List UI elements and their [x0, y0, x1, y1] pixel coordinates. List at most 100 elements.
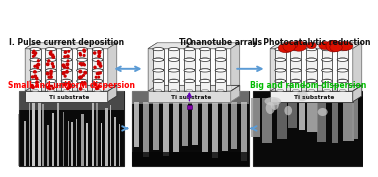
Bar — [63, 112, 64, 166]
Ellipse shape — [153, 69, 164, 72]
Ellipse shape — [45, 69, 56, 72]
Ellipse shape — [92, 47, 103, 51]
Circle shape — [96, 73, 98, 75]
Ellipse shape — [77, 69, 87, 72]
Circle shape — [34, 75, 36, 78]
Ellipse shape — [45, 58, 56, 61]
Ellipse shape — [63, 90, 70, 92]
Circle shape — [50, 51, 52, 53]
Circle shape — [33, 50, 35, 52]
Bar — [215, 49, 226, 59]
Polygon shape — [270, 43, 362, 48]
Ellipse shape — [339, 58, 346, 60]
Ellipse shape — [184, 69, 195, 72]
Ellipse shape — [170, 68, 177, 70]
Bar — [212, 102, 218, 158]
Bar — [288, 98, 297, 128]
Circle shape — [50, 70, 52, 73]
Bar — [200, 70, 211, 80]
Circle shape — [65, 51, 67, 53]
Circle shape — [98, 52, 101, 54]
Circle shape — [52, 65, 54, 67]
Bar — [306, 60, 317, 69]
Ellipse shape — [94, 58, 101, 60]
Circle shape — [81, 82, 83, 84]
Ellipse shape — [296, 91, 308, 101]
Ellipse shape — [168, 47, 179, 51]
Bar — [30, 60, 41, 69]
Bar — [105, 108, 108, 166]
Circle shape — [32, 52, 34, 53]
Circle shape — [83, 49, 85, 51]
Ellipse shape — [278, 44, 293, 53]
Circle shape — [37, 67, 39, 69]
Bar — [332, 98, 338, 143]
Bar — [42, 104, 44, 166]
Bar — [153, 49, 164, 59]
Ellipse shape — [79, 68, 85, 70]
Ellipse shape — [153, 47, 164, 51]
Bar — [143, 102, 149, 157]
Bar — [168, 60, 179, 69]
Bar — [168, 81, 179, 91]
Bar — [119, 124, 121, 166]
Polygon shape — [148, 91, 231, 102]
Circle shape — [94, 66, 96, 68]
Polygon shape — [231, 43, 240, 91]
Ellipse shape — [30, 69, 41, 72]
Ellipse shape — [277, 90, 284, 92]
Ellipse shape — [186, 68, 193, 70]
Bar — [290, 49, 301, 59]
Bar — [153, 70, 164, 80]
Ellipse shape — [217, 68, 224, 70]
Ellipse shape — [265, 97, 281, 105]
Circle shape — [96, 87, 99, 89]
Circle shape — [67, 67, 68, 69]
Ellipse shape — [306, 69, 317, 72]
Bar — [337, 70, 348, 80]
Ellipse shape — [77, 79, 87, 83]
Bar — [115, 117, 116, 166]
Circle shape — [36, 85, 38, 87]
Text: Ti substrate: Ti substrate — [48, 95, 89, 99]
Circle shape — [98, 63, 100, 65]
Ellipse shape — [201, 90, 209, 92]
Ellipse shape — [155, 58, 162, 60]
Polygon shape — [25, 85, 117, 91]
Ellipse shape — [45, 47, 56, 51]
Ellipse shape — [277, 68, 284, 70]
Ellipse shape — [92, 79, 103, 83]
Circle shape — [98, 51, 100, 53]
Ellipse shape — [324, 79, 330, 81]
Text: Big and random dispersion: Big and random dispersion — [249, 81, 366, 90]
Circle shape — [80, 54, 81, 56]
Circle shape — [64, 52, 66, 53]
Ellipse shape — [61, 58, 72, 61]
Bar — [132, 153, 249, 166]
Bar — [322, 60, 333, 69]
Bar — [307, 98, 318, 132]
Circle shape — [62, 72, 64, 74]
Ellipse shape — [290, 69, 301, 72]
Bar — [318, 98, 326, 142]
Ellipse shape — [47, 90, 54, 92]
Circle shape — [34, 71, 36, 73]
Bar — [231, 102, 237, 149]
Bar — [275, 70, 286, 80]
Ellipse shape — [277, 79, 284, 81]
Bar — [101, 123, 102, 166]
Bar — [45, 60, 56, 69]
Ellipse shape — [47, 79, 54, 81]
Circle shape — [79, 76, 81, 79]
Circle shape — [67, 87, 69, 90]
Ellipse shape — [330, 43, 342, 52]
Bar — [215, 60, 226, 69]
Polygon shape — [353, 43, 362, 91]
Ellipse shape — [308, 90, 315, 92]
Ellipse shape — [322, 47, 333, 51]
Polygon shape — [148, 43, 240, 48]
Ellipse shape — [63, 58, 70, 60]
Polygon shape — [270, 85, 362, 91]
Circle shape — [64, 83, 66, 86]
Circle shape — [36, 81, 38, 83]
